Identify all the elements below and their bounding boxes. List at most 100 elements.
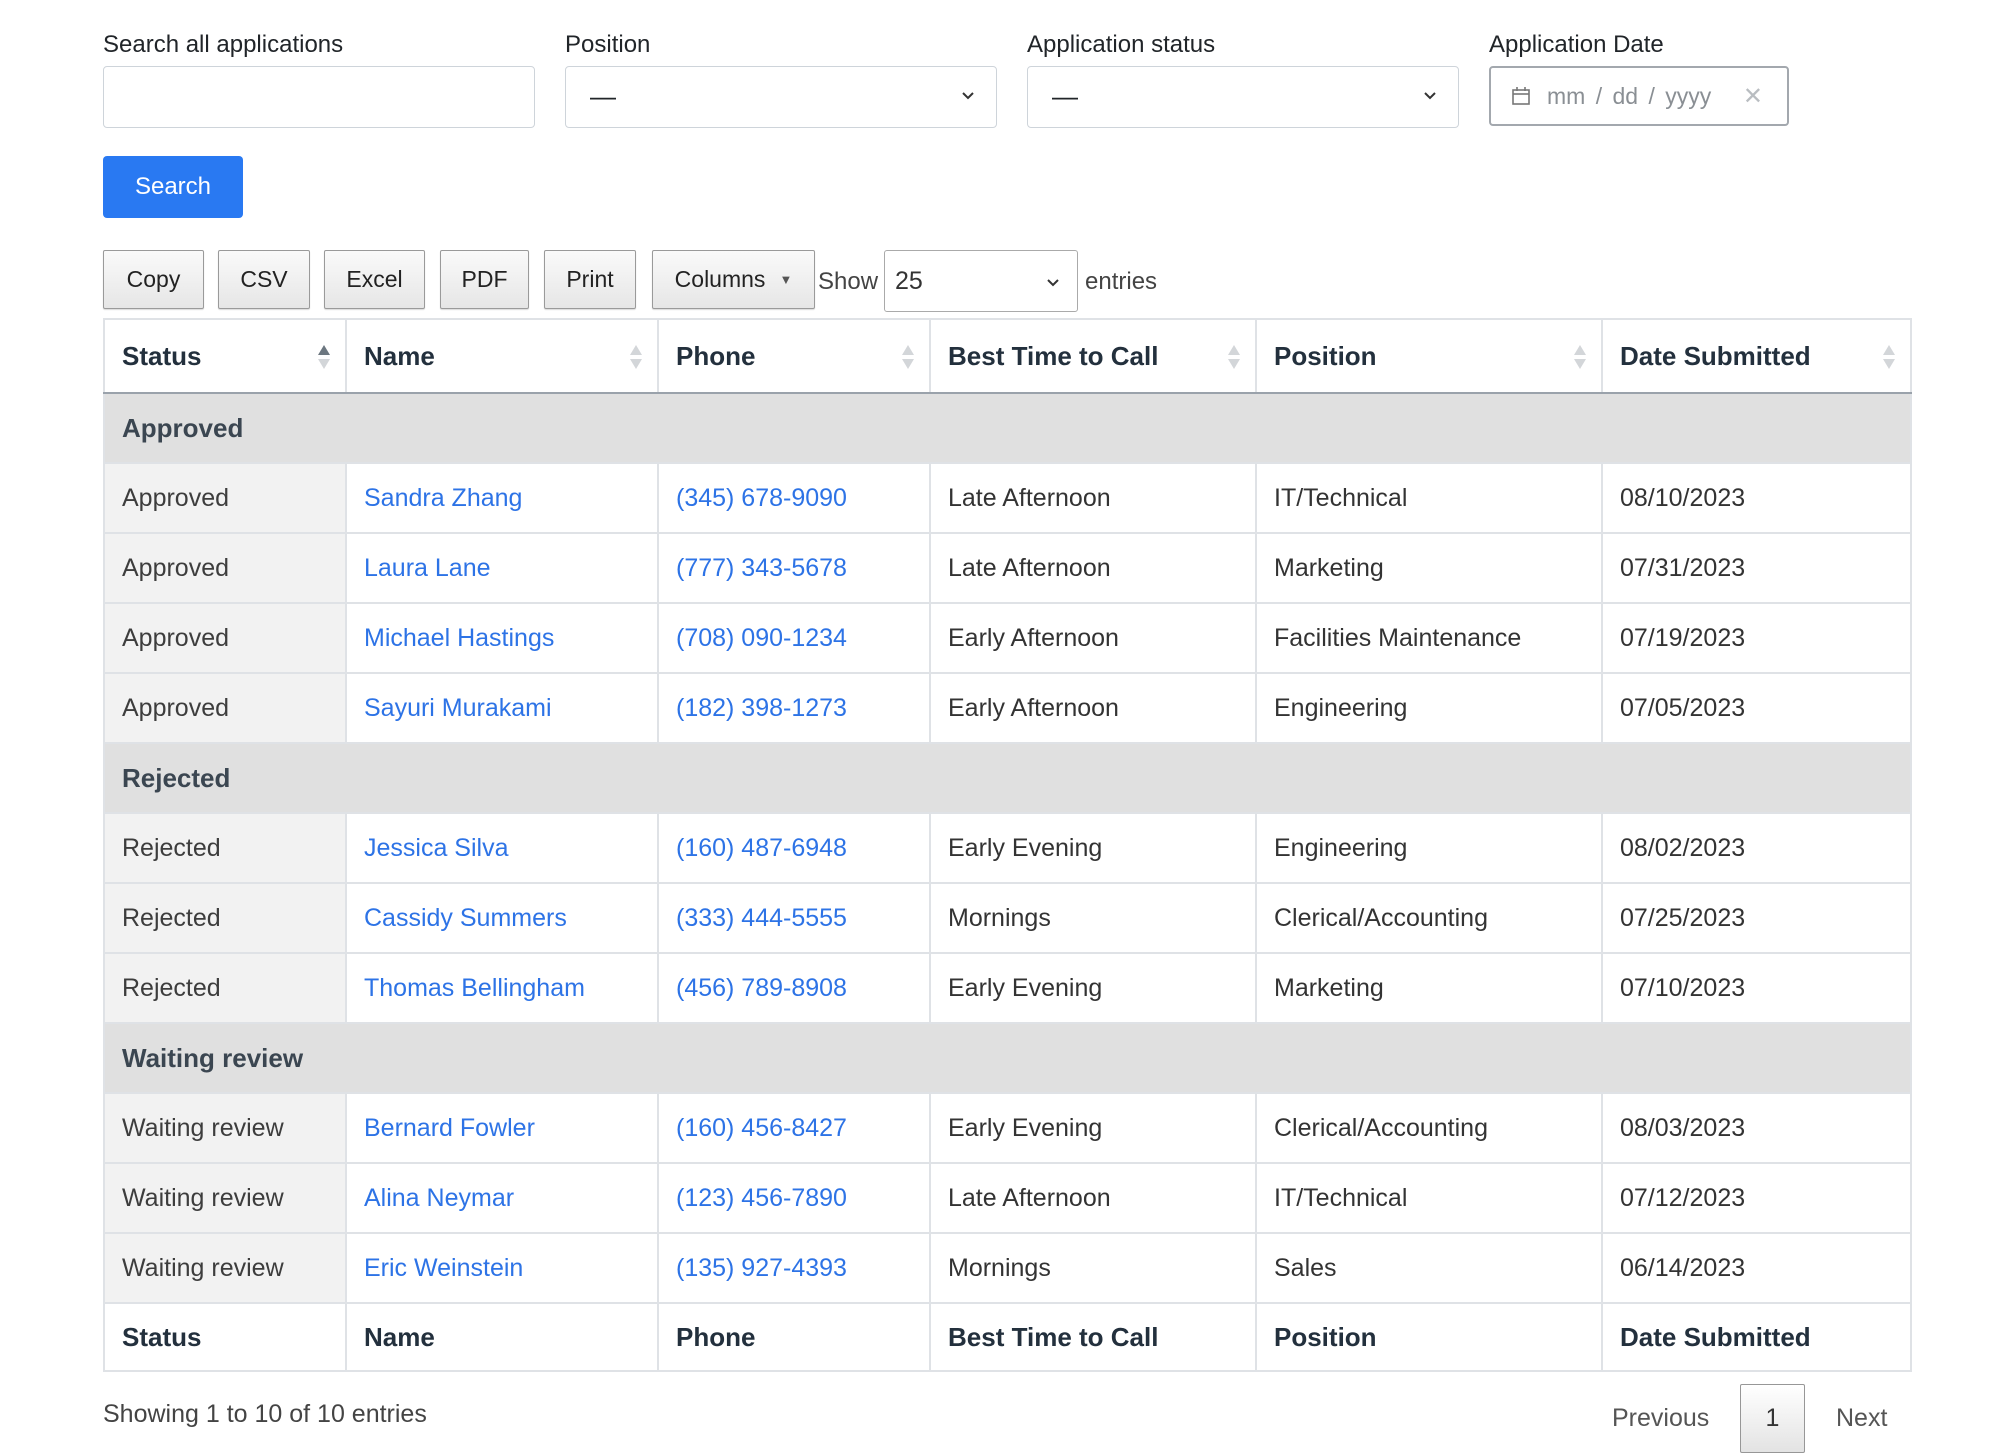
excel-button[interactable]: Excel	[324, 250, 425, 309]
applicant-name-link[interactable]: Bernard Fowler	[364, 1113, 535, 1142]
sort-icon	[1883, 345, 1895, 369]
applicant-name-link[interactable]: Sandra Zhang	[364, 483, 523, 512]
phone-cell: (160) 456-8427	[657, 1092, 931, 1164]
column-header-date-submitted[interactable]: Date Submitted	[1601, 318, 1912, 394]
sort-icon	[1228, 345, 1240, 369]
position-select-value: —	[590, 81, 616, 111]
date-submitted-cell: 07/05/2023	[1601, 672, 1912, 744]
column-header-position[interactable]: Position	[1255, 318, 1603, 394]
phone-cell: (135) 927-4393	[657, 1232, 931, 1304]
columns-button[interactable]: Columns ▼	[652, 250, 815, 309]
best-time-cell: Early Evening	[929, 952, 1257, 1024]
column-footer-name: Name	[345, 1302, 659, 1372]
column-footer-status: Status	[103, 1302, 347, 1372]
status-select[interactable]: —	[1027, 66, 1459, 128]
status-cell: Approved	[103, 532, 347, 604]
name-cell: Michael Hastings	[345, 602, 659, 674]
print-button[interactable]: Print	[544, 250, 636, 309]
status-cell: Waiting review	[103, 1232, 347, 1304]
next-button[interactable]: Next	[1836, 1404, 1888, 1432]
page-length-select[interactable]: 25	[884, 250, 1078, 312]
previous-button[interactable]: Previous	[1612, 1404, 1710, 1432]
clear-icon[interactable]: ✕	[1742, 83, 1763, 110]
pdf-button[interactable]: PDF	[440, 250, 529, 309]
applicant-name-link[interactable]: Cassidy Summers	[364, 903, 567, 932]
sort-icon	[1574, 345, 1586, 369]
phone-link[interactable]: (456) 789-8908	[676, 973, 847, 1002]
table-body: Approved Approved Sandra Zhang (345) 678-90…	[103, 392, 1912, 1304]
search-button[interactable]: Search	[103, 156, 243, 218]
search-group: Search all applications	[103, 28, 535, 128]
table-row: Waiting review Eric Weinstein (135) 927-43…	[103, 1232, 1912, 1304]
date-input[interactable]: mm / dd / yyyy ✕	[1489, 66, 1789, 126]
sort-icon	[902, 345, 914, 369]
status-cell: Rejected	[103, 952, 347, 1024]
page-1-button[interactable]: 1	[1740, 1384, 1805, 1453]
table-info: Showing 1 to 10 of 10 entries	[103, 1400, 427, 1428]
column-header-label: Position	[1274, 340, 1377, 371]
column-footer-date-submitted: Date Submitted	[1601, 1302, 1912, 1372]
name-cell: Sandra Zhang	[345, 462, 659, 534]
calendar-icon	[1512, 87, 1530, 105]
status-cell: Approved	[103, 602, 347, 674]
applicant-name-link[interactable]: Alina Neymar	[364, 1183, 515, 1212]
show-label: Show	[818, 268, 879, 295]
position-cell: Sales	[1255, 1232, 1603, 1304]
applicant-name-link[interactable]: Sayuri Murakami	[364, 693, 552, 722]
date-submitted-cell: 07/25/2023	[1601, 882, 1912, 954]
name-cell: Sayuri Murakami	[345, 672, 659, 744]
csv-button[interactable]: CSV	[218, 250, 310, 309]
applicant-name-link[interactable]: Thomas Bellingham	[364, 973, 585, 1002]
table-row: Rejected Cassidy Summers (333) 444-5555 Mor…	[103, 882, 1912, 954]
table-row: Waiting review Bernard Fowler (160) 456-84…	[103, 1092, 1912, 1164]
phone-link[interactable]: (123) 456-7890	[676, 1183, 847, 1212]
applicant-name-link[interactable]: Laura Lane	[364, 553, 491, 582]
phone-link[interactable]: (708) 090-1234	[676, 623, 847, 652]
applicant-name-link[interactable]: Eric Weinstein	[364, 1253, 524, 1282]
column-footer-best-time: Best Time to Call	[929, 1302, 1257, 1372]
date-submitted-cell: 07/31/2023	[1601, 532, 1912, 604]
position-cell: Clerical/Accounting	[1255, 1092, 1603, 1164]
phone-cell: (777) 343-5678	[657, 532, 931, 604]
entries-label: entries	[1085, 268, 1158, 295]
date-submitted-cell: 08/03/2023	[1601, 1092, 1912, 1164]
search-input[interactable]	[103, 66, 535, 128]
table-row: Approved Michael Hastings (708) 090-1234 Ea…	[103, 602, 1912, 674]
name-cell: Bernard Fowler	[345, 1092, 659, 1164]
column-header-name[interactable]: Name	[345, 318, 659, 394]
position-cell: Engineering	[1255, 672, 1603, 744]
phone-link[interactable]: (182) 398-1273	[676, 693, 847, 722]
chevron-down-icon	[1424, 92, 1436, 100]
columns-label: Columns	[674, 266, 766, 292]
phone-link[interactable]: (135) 927-4393	[676, 1253, 847, 1282]
best-time-cell: Late Afternoon	[929, 462, 1257, 534]
applicant-name-link[interactable]: Jessica Silva	[364, 833, 509, 862]
column-header-phone[interactable]: Phone	[657, 318, 931, 394]
table-row: Rejected Thomas Bellingham (456) 789-8908 E…	[103, 952, 1912, 1024]
column-header-status[interactable]: Status	[103, 318, 347, 394]
copy-button[interactable]: Copy	[103, 250, 204, 309]
best-time-cell: Early Evening	[929, 1092, 1257, 1164]
date-submitted-cell: 07/12/2023	[1601, 1162, 1912, 1234]
column-header-best-time[interactable]: Best Time to Call	[929, 318, 1257, 394]
applications-table: Status Name Phone Best Time to Call Position…	[103, 318, 1912, 1372]
phone-link[interactable]: (345) 678-9090	[676, 483, 847, 512]
phone-link[interactable]: (333) 444-5555	[676, 903, 847, 932]
applicant-name-link[interactable]: Michael Hastings	[364, 623, 555, 652]
status-cell: Waiting review	[103, 1092, 347, 1164]
column-header-label: Phone	[676, 340, 756, 371]
caret-down-icon: ▼	[779, 272, 793, 287]
table-foot: Status Name Phone Best Time to Call Position…	[103, 1302, 1912, 1372]
phone-link[interactable]: (160) 487-6948	[676, 833, 847, 862]
phone-link[interactable]: (160) 456-8427	[676, 1113, 847, 1142]
date-submitted-cell: 07/10/2023	[1601, 952, 1912, 1024]
best-time-cell: Late Afternoon	[929, 1162, 1257, 1234]
phone-link[interactable]: (777) 343-5678	[676, 553, 847, 582]
group-row: Approved	[104, 392, 1911, 464]
date-placeholder: mm / dd / yyyy	[1547, 83, 1712, 109]
name-cell: Jessica Silva	[345, 812, 659, 884]
name-cell: Alina Neymar	[345, 1162, 659, 1234]
position-select[interactable]: —	[565, 66, 997, 128]
column-header-label: Status	[122, 340, 202, 371]
column-header-label: Best Time to Call	[948, 340, 1159, 371]
